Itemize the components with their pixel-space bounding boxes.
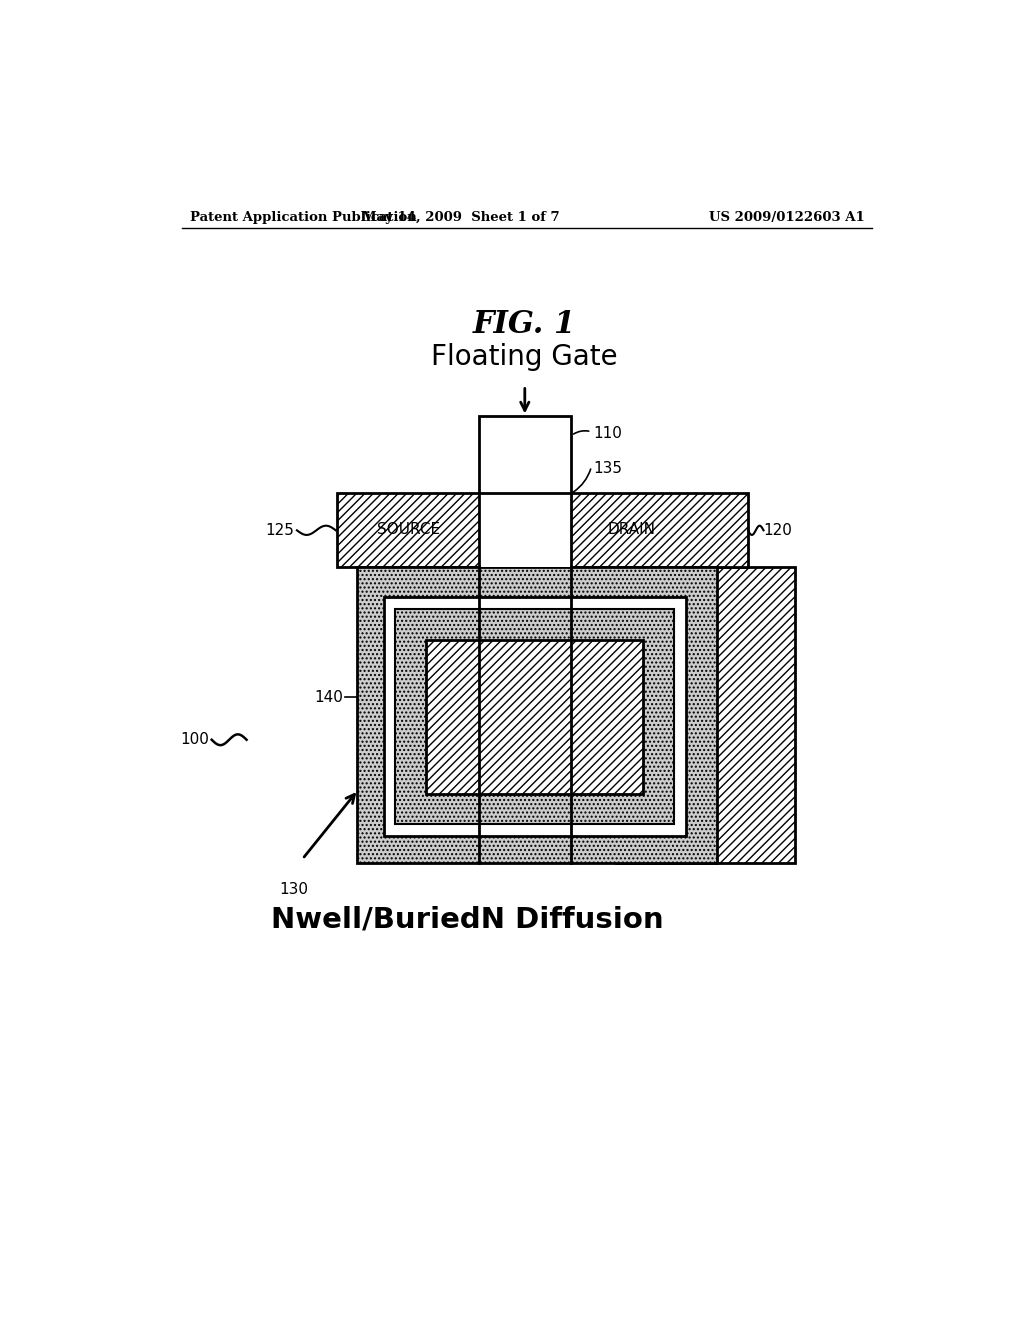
Text: 135: 135 bbox=[593, 461, 622, 477]
Text: 120: 120 bbox=[764, 523, 793, 537]
Text: Floating Gate: Floating Gate bbox=[431, 343, 618, 371]
Bar bbox=[384, 597, 686, 836]
Bar bbox=[426, 640, 643, 793]
Text: May 14, 2009  Sheet 1 of 7: May 14, 2009 Sheet 1 of 7 bbox=[362, 211, 560, 224]
Bar bbox=[479, 416, 570, 494]
Bar bbox=[616, 566, 795, 863]
Text: 125: 125 bbox=[266, 523, 295, 537]
Text: FIG. 1: FIG. 1 bbox=[473, 309, 577, 339]
Text: SOURCE: SOURCE bbox=[377, 523, 440, 537]
Text: 100: 100 bbox=[180, 733, 209, 747]
Bar bbox=[395, 609, 675, 825]
Text: Nwell/BuriedN Diffusion: Nwell/BuriedN Diffusion bbox=[271, 906, 664, 933]
Text: DRAIN: DRAIN bbox=[608, 523, 655, 537]
Text: 141: 141 bbox=[573, 805, 602, 820]
Bar bbox=[479, 494, 570, 566]
Bar bbox=[356, 566, 717, 863]
Text: Patent Application Publication: Patent Application Publication bbox=[190, 211, 417, 224]
Text: 110: 110 bbox=[593, 426, 622, 441]
Text: 140: 140 bbox=[314, 690, 343, 705]
Bar bbox=[337, 494, 748, 566]
Text: US 2009/0122603 A1: US 2009/0122603 A1 bbox=[710, 211, 865, 224]
Text: 130: 130 bbox=[280, 882, 308, 898]
